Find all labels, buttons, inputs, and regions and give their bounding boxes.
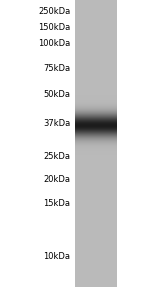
Text: 10kDa: 10kDa [44, 252, 70, 261]
Text: 250kDa: 250kDa [38, 7, 70, 16]
Text: 75kDa: 75kDa [43, 64, 70, 73]
Text: 37kDa: 37kDa [43, 119, 70, 129]
Text: 150kDa: 150kDa [38, 23, 70, 32]
Text: 20kDa: 20kDa [44, 175, 70, 184]
Text: 25kDa: 25kDa [44, 152, 70, 161]
Text: 15kDa: 15kDa [44, 199, 70, 208]
Text: 100kDa: 100kDa [38, 38, 70, 48]
Text: 50kDa: 50kDa [44, 90, 70, 99]
